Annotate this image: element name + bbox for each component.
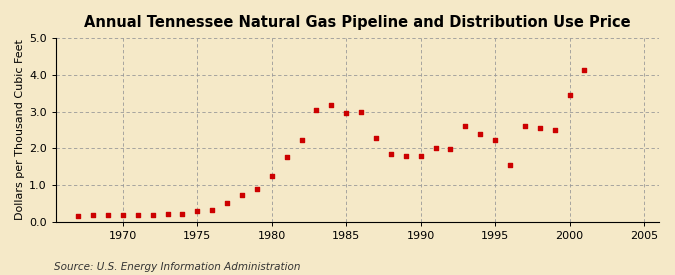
Point [88,213,99,218]
Point [535,126,545,130]
Point [117,213,128,217]
Point [177,211,188,216]
Point [520,124,531,128]
Point [222,201,233,205]
Point [73,214,84,218]
Point [356,109,367,114]
Point [162,212,173,217]
Point [326,103,337,107]
Point [311,108,322,112]
Point [445,147,456,152]
Point [400,153,411,158]
Point [147,213,158,217]
Point [505,163,516,167]
Point [267,174,277,178]
Y-axis label: Dollars per Thousand Cubic Feet: Dollars per Thousand Cubic Feet [15,40,25,220]
Point [385,152,396,156]
Point [192,209,202,214]
Point [252,187,263,192]
Point [237,193,248,197]
Point [564,93,575,97]
Point [281,155,292,160]
Point [341,111,352,116]
Point [489,138,500,142]
Point [579,68,590,73]
Point [475,131,485,136]
Point [430,146,441,150]
Point [103,213,113,218]
Point [207,207,217,212]
Point [460,124,470,128]
Point [415,154,426,159]
Point [549,128,560,132]
Point [371,136,381,141]
Point [132,213,143,217]
Title: Annual Tennessee Natural Gas Pipeline and Distribution Use Price: Annual Tennessee Natural Gas Pipeline an… [84,15,630,30]
Point [296,138,307,142]
Text: Source: U.S. Energy Information Administration: Source: U.S. Energy Information Administ… [54,262,300,272]
